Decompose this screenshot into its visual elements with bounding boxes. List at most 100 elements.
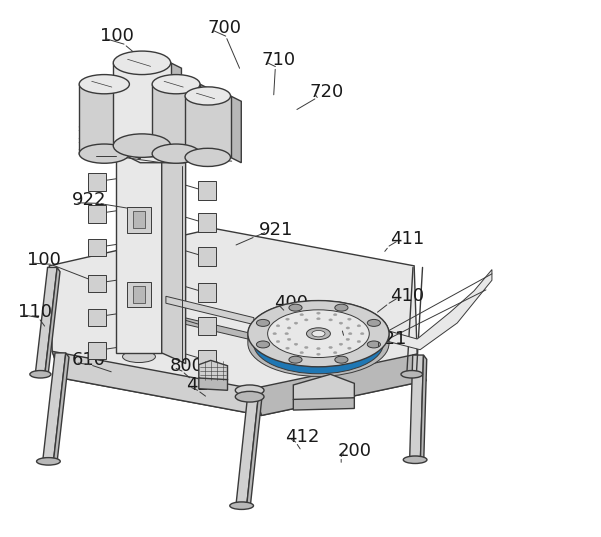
Ellipse shape (113, 51, 171, 75)
Ellipse shape (317, 353, 320, 355)
Ellipse shape (294, 343, 297, 345)
Ellipse shape (367, 320, 380, 326)
Polygon shape (293, 398, 355, 410)
Ellipse shape (300, 352, 304, 354)
Text: 800: 800 (170, 357, 204, 375)
Ellipse shape (248, 301, 389, 367)
Polygon shape (171, 63, 182, 151)
Polygon shape (45, 267, 60, 375)
Ellipse shape (329, 346, 332, 349)
Polygon shape (54, 353, 69, 462)
Text: 710: 710 (261, 51, 296, 69)
Text: 922: 922 (72, 191, 106, 209)
Ellipse shape (317, 318, 320, 320)
Polygon shape (88, 275, 106, 292)
Polygon shape (35, 267, 57, 371)
Polygon shape (127, 207, 151, 233)
Polygon shape (199, 360, 228, 383)
Ellipse shape (113, 134, 171, 157)
Polygon shape (88, 173, 106, 191)
Ellipse shape (37, 458, 60, 465)
Text: 100: 100 (100, 27, 134, 45)
Polygon shape (129, 84, 140, 159)
Ellipse shape (347, 347, 351, 349)
Ellipse shape (294, 322, 297, 324)
Polygon shape (162, 313, 248, 339)
Ellipse shape (312, 330, 325, 337)
Ellipse shape (346, 338, 350, 340)
Polygon shape (127, 282, 151, 308)
Text: 200: 200 (338, 442, 371, 460)
Ellipse shape (285, 318, 289, 320)
Ellipse shape (248, 306, 389, 372)
Ellipse shape (267, 310, 369, 358)
Polygon shape (198, 214, 216, 232)
Polygon shape (200, 84, 211, 159)
Ellipse shape (79, 75, 129, 94)
Polygon shape (43, 353, 66, 458)
Ellipse shape (339, 322, 343, 324)
Ellipse shape (152, 75, 200, 94)
Ellipse shape (349, 332, 352, 335)
Ellipse shape (287, 338, 291, 340)
Polygon shape (152, 84, 200, 154)
Ellipse shape (361, 332, 364, 335)
Text: 610: 610 (72, 351, 106, 369)
Ellipse shape (285, 347, 289, 349)
Polygon shape (293, 374, 355, 409)
Ellipse shape (257, 320, 270, 326)
Ellipse shape (287, 327, 291, 329)
Ellipse shape (273, 332, 276, 335)
Ellipse shape (335, 356, 348, 363)
Polygon shape (247, 390, 262, 507)
Text: 930: 930 (90, 144, 124, 163)
Ellipse shape (123, 351, 156, 362)
Text: 921: 921 (258, 221, 293, 239)
Polygon shape (198, 350, 216, 369)
Polygon shape (421, 355, 427, 461)
Text: 400: 400 (273, 294, 308, 312)
Polygon shape (231, 96, 241, 163)
Ellipse shape (185, 148, 231, 166)
Polygon shape (116, 151, 162, 353)
Ellipse shape (305, 319, 308, 321)
Polygon shape (88, 206, 106, 222)
Ellipse shape (30, 371, 51, 378)
Ellipse shape (334, 314, 337, 316)
Ellipse shape (276, 340, 280, 343)
Polygon shape (252, 354, 426, 416)
Text: 422: 422 (186, 376, 220, 394)
Ellipse shape (367, 341, 380, 348)
Ellipse shape (305, 346, 308, 349)
Ellipse shape (185, 87, 231, 105)
Ellipse shape (357, 340, 361, 343)
Ellipse shape (307, 328, 331, 339)
Polygon shape (198, 317, 216, 335)
Polygon shape (199, 378, 228, 390)
Polygon shape (166, 296, 254, 324)
Polygon shape (198, 182, 216, 200)
Polygon shape (389, 270, 492, 350)
Text: 410: 410 (390, 287, 424, 305)
Polygon shape (185, 96, 231, 157)
Text: 720: 720 (310, 83, 344, 101)
Text: 110: 110 (18, 303, 52, 321)
Text: 700: 700 (208, 19, 242, 37)
Ellipse shape (347, 318, 351, 320)
Text: 100: 100 (26, 251, 60, 270)
Text: 420: 420 (337, 320, 371, 337)
Polygon shape (52, 351, 261, 416)
Ellipse shape (230, 502, 254, 510)
Ellipse shape (257, 341, 270, 348)
Ellipse shape (152, 144, 200, 163)
Ellipse shape (236, 385, 264, 396)
Ellipse shape (248, 301, 389, 367)
Text: 421: 421 (372, 330, 407, 348)
Polygon shape (162, 151, 186, 364)
Text: 412: 412 (285, 428, 320, 446)
Polygon shape (198, 283, 216, 302)
Text: 411: 411 (390, 230, 424, 248)
Ellipse shape (329, 319, 332, 321)
Polygon shape (133, 286, 145, 303)
Polygon shape (198, 247, 216, 266)
